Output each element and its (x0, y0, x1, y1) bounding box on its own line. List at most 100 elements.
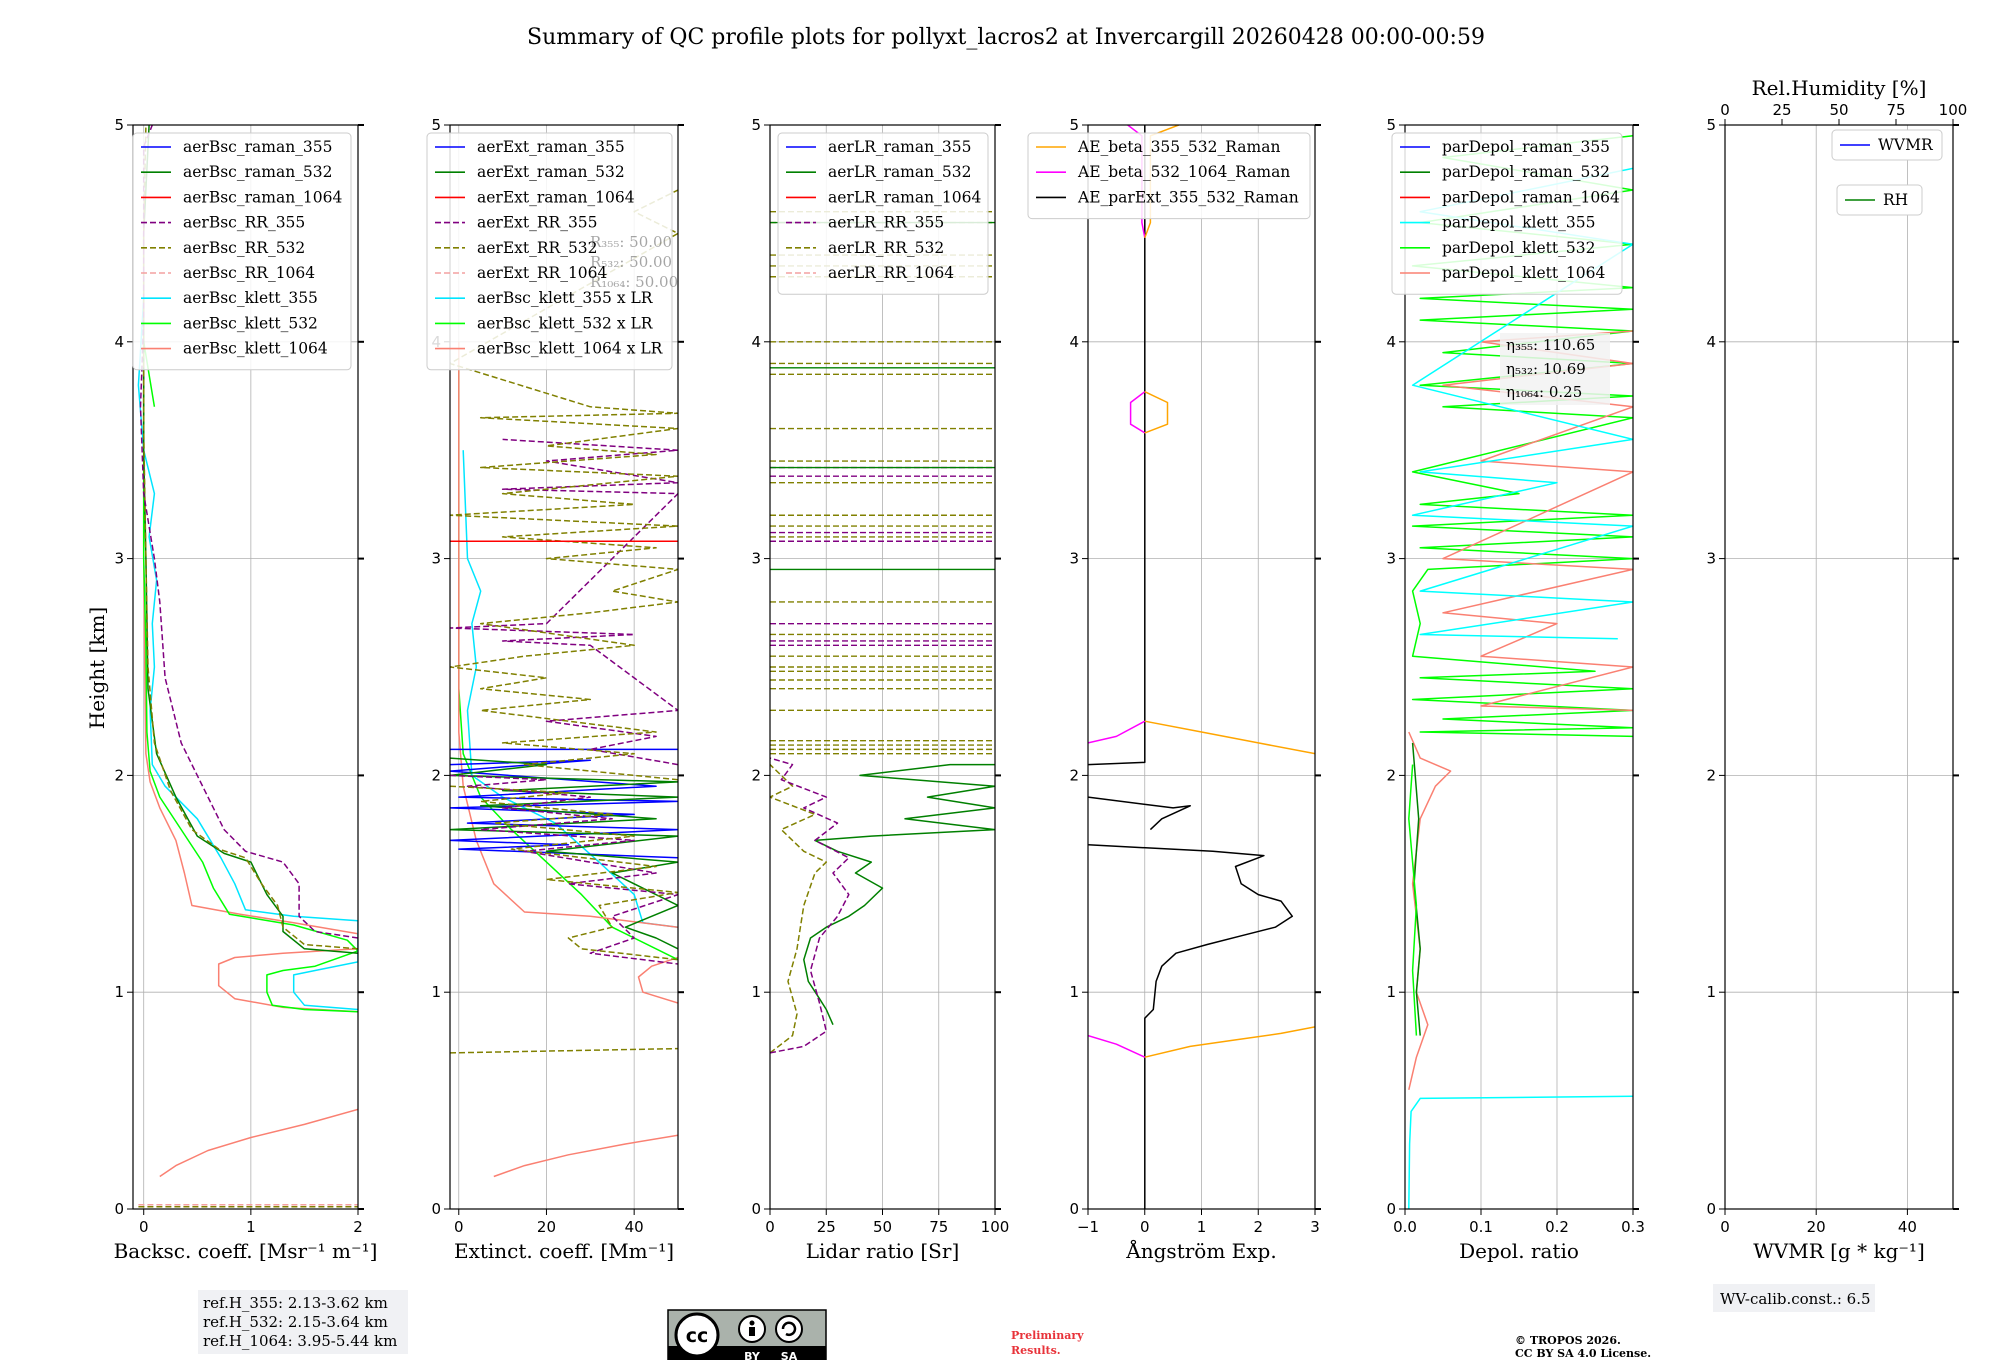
y-tick-label: 4 (114, 333, 124, 351)
y-tick-label: 3 (1386, 550, 1396, 568)
x-tick-label: 40 (1898, 1218, 1917, 1236)
series-group-ext (450, 189, 678, 1178)
panel-ext: 02040012345Extinct. coeff. [Mm⁻¹]aerExt_… (426, 116, 684, 1263)
y-axis-label: Height [km] (85, 607, 109, 729)
cc-icon (674, 1312, 720, 1358)
x-tick-label: 3 (1310, 1218, 1320, 1236)
preliminary-line1: Preliminary (1011, 1329, 1084, 1342)
ref-height-1064: ref.H_1064: 3.95-5.44 km (203, 1332, 397, 1350)
x-tick-label: 100 (981, 1218, 1010, 1236)
series-ae-beta-355-532-raman (1144, 720, 1315, 755)
series-ae-beta-532-1064-raman (1129, 391, 1146, 434)
legend-entry-label: aerBsc_klett_1064 x LR (477, 340, 664, 358)
series-ae-beta-532-1064-raman (1088, 720, 1146, 744)
legend-entry-label: aerExt_raman_532 (477, 163, 625, 181)
x-tick-label: 75 (929, 1218, 948, 1236)
series-ae-parext-355-532-raman (1088, 125, 1146, 766)
y-tick-label: 2 (1069, 766, 1079, 784)
panel-depol: 0.0 0.1 0.2 0.3 0 1 2 3 4 5 Depol. ratio parDepol_r… (1386, 116, 1644, 1263)
y-tick-label: 1 (1069, 983, 1079, 1001)
y-tick-label: 0 (1386, 1200, 1396, 1218)
ref-height-355: ref.H_355: 2.13-3.62 km (203, 1294, 388, 1312)
top-tick-label: 100 (1939, 101, 1968, 119)
series-aerbsc-klett-355-x-lr (462, 450, 678, 928)
ghost-lr-1064: R₁₀₆₄: 50.00 (590, 273, 678, 291)
x-tick-label: 0.0 (1393, 1218, 1417, 1236)
legend-frame (777, 132, 989, 295)
x-ticks-depol: 0.0 0.1 0.2 0.3 (1393, 1209, 1645, 1236)
legend-entry-label: aerLR_RR_1064 (828, 264, 954, 282)
eta-532: η₅₃₂: 10.69 (1506, 360, 1586, 378)
series-pardepol-klett-355 (1411, 167, 1633, 640)
legend-depol: parDepol_raman_355 parDepol_raman_532 parD… (1391, 132, 1623, 295)
series-ae-beta-355-532-raman (1144, 1026, 1315, 1058)
x-ticks-ext: 0 20 40 (454, 1209, 644, 1236)
y-tick-label: 5 (114, 116, 124, 134)
eta-355: η₃₅₅: 110.65 (1506, 336, 1595, 354)
legend-frame (1831, 129, 1943, 161)
y-tick-label: 3 (114, 550, 124, 568)
y-tick-label: 4 (1386, 333, 1396, 351)
legend-entry-label: aerExt_RR_355 (477, 214, 598, 232)
series-aerbsc-rr-355 (139, 125, 358, 939)
x-ticks-ae: −1 0 1 2 3 (1077, 1209, 1320, 1236)
y-tick-label: 3 (431, 550, 441, 568)
x-tick-label: 0 (139, 1218, 149, 1236)
legend-entry-label: aerLR_raman_355 (828, 138, 971, 156)
ref-height-box: ref.H_355: 2.13-3.62 km ref.H_532: 2.15-… (198, 1290, 408, 1354)
y-tick-label: 5 (431, 116, 441, 134)
y-tick-label: 3 (1069, 550, 1079, 568)
x-ticks-bsc: 0 1 2 (139, 1209, 363, 1236)
top-tick-label: 25 (1772, 101, 1791, 119)
y-tick-label: 0 (1706, 1200, 1716, 1218)
x-tick-label: 0 (1720, 1218, 1730, 1236)
copyright-line1: © TROPOS 2026. (1515, 1334, 1621, 1347)
legend-frame (1836, 184, 1923, 216)
y-tick-label: 2 (751, 766, 761, 784)
x-tick-label: 50 (873, 1218, 892, 1236)
x-tick-label: 0 (1140, 1218, 1150, 1236)
legend-frame (1027, 132, 1311, 220)
y-tick-label: 5 (1386, 116, 1396, 134)
y-ticks-bsc: 0 1 2 3 4 5 (114, 116, 364, 1218)
legend-entry-label: aerBsc_RR_1064 (183, 264, 315, 282)
ghost-lr-text: R₃₅₅: 50.00 R₅₃₂: 50.00 R₁₀₆₄: 50.00 (590, 233, 678, 291)
y-ticks-lr: 0 1 2 3 4 5 (751, 116, 1001, 1218)
cc-icon-label: cc (686, 1325, 709, 1347)
series-group-ae (1088, 125, 1315, 1209)
x-axis-label-bsc: Backsc. coeff. [Msr⁻¹ m⁻¹] (114, 1239, 378, 1263)
legend-entry-label: aerBsc_raman_532 (183, 163, 333, 181)
legend-entry-label: parDepol_raman_532 (1442, 163, 1610, 181)
series-aerlr-raman-532 (803, 763, 995, 1026)
figure-title: Summary of QC profile plots for pollyxt_… (527, 25, 1485, 50)
axes-frame-wv (1724, 124, 1954, 1210)
series-aerext-rr-532 (450, 785, 678, 961)
top-axis-rh: 0 25 50 75 100 Rel.Humidity [%] (1720, 76, 1967, 125)
series-pardepol-klett-532 (1408, 764, 1418, 1036)
legend-entry-label: AE_parExt_355_532_Raman (1077, 188, 1299, 206)
legend-entry-label: WVMR (1878, 136, 1934, 154)
legend-entry-label: aerBsc_klett_1064 (183, 340, 328, 358)
y-tick-label: 0 (751, 1200, 761, 1218)
legend-frame (132, 132, 352, 371)
eta-1064: η₁₀₆₄: 0.25 (1506, 383, 1582, 401)
x-axis-label-ext: Extinct. coeff. [Mm⁻¹] (454, 1239, 674, 1263)
y-tick-label: 0 (114, 1200, 124, 1218)
legend-entry-label: aerExt_raman_1064 (477, 188, 635, 206)
series-aerbsc-klett-1064-x-lr (493, 1134, 678, 1178)
legend-entry-label: aerBsc_RR_355 (183, 214, 305, 232)
x-tick-label: 20 (537, 1218, 556, 1236)
y-tick-label: 5 (751, 116, 761, 134)
series-aerbsc-klett-532 (142, 341, 358, 1013)
x-tick-label: −1 (1077, 1218, 1099, 1236)
panel-lr: 0 25 50 75 100 0 1 2 3 4 5 Lidar ratio [Sr] aerLR_ra… (751, 116, 1009, 1263)
legend-entry-label: parDepol_klett_1064 (1442, 264, 1605, 282)
axes-frame-bsc (132, 124, 359, 1210)
legend-entry-label: aerBsc_klett_532 x LR (477, 314, 654, 332)
legend-lr: aerLR_raman_355 aerLR_raman_532 aerLR_rama… (777, 132, 989, 295)
x-ticks-wv: 0 20 40 (1720, 1209, 1917, 1236)
top-tick-label: 50 (1829, 101, 1848, 119)
panel-wv: 0 20 40 0 1 2 3 4 5 WVMR [g * kg⁻¹] 0 25 50 75 100 Rel.… (1706, 76, 1967, 1263)
y-tick-label: 1 (431, 983, 441, 1001)
x-axis-label-lr: Lidar ratio [Sr] (806, 1239, 960, 1263)
